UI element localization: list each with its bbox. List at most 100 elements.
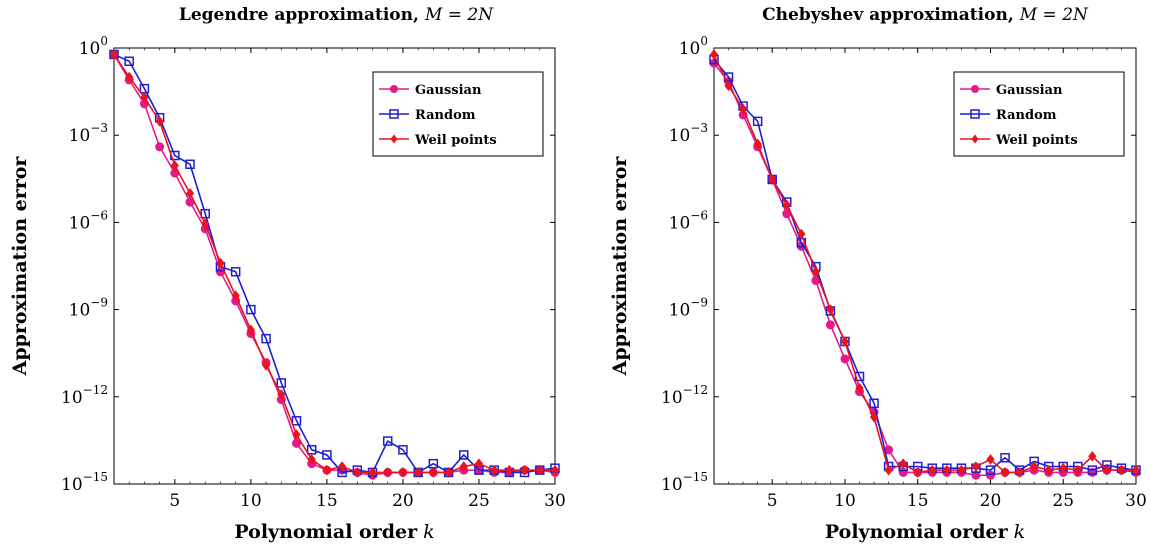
x-tick-label: 5 [169,491,180,511]
data-point [869,398,879,408]
y-tick-base: 10 [61,388,83,408]
x-axis-label-math: k [423,521,435,543]
y-tick-base: 10 [661,475,683,495]
data-point [855,382,864,394]
data-point [306,445,317,455]
data-point [869,411,879,423]
data-point [337,461,347,472]
y-tick-label: 10−6 [669,208,708,233]
data-point [398,445,408,455]
y-tick-exponent: 0 [700,34,708,48]
y-tick-exponent: −6 [690,208,708,222]
y-tick-exponent: −9 [690,296,708,310]
y-tick-exponent: −9 [90,296,108,310]
data-point [505,464,514,476]
chart-panel-1: Legendre approximation, M = 2N 5 10 15 20 25 30… [9,5,566,543]
data-point [246,304,256,315]
legend-item: Random [960,108,1057,123]
y-tick-exponent: −15 [83,470,108,484]
legend-item: Weil points [379,133,497,148]
chart-title: Legendre approximation, M = 2N [179,5,494,25]
data-point [125,71,134,83]
data-point [1000,453,1010,463]
data-point [768,174,777,185]
data-point [490,464,499,476]
data-point [398,467,408,478]
y-axis-label: Approximation error [9,156,31,377]
y-tick-exponent: −12 [83,383,108,397]
y-tick-base: 10 [61,475,83,495]
legend-item: Random [379,108,476,123]
data-point [1000,467,1010,478]
y-tick-label: 10−3 [669,121,708,146]
x-tick-label: 30 [1125,491,1147,511]
data-point [429,467,438,478]
data-point [140,92,149,103]
chart-title-math: M = 2N [424,5,494,25]
legend-item: Gaussian [379,83,482,98]
data-point [928,464,937,476]
data-point [1102,464,1112,476]
data-point [474,458,484,469]
data-point [216,257,225,269]
data-point [899,458,908,469]
legend-marker [390,134,398,144]
series-line [113,53,556,474]
x-tick-label: 10 [834,491,856,511]
data-point [884,464,893,476]
data-point [520,464,529,476]
legend-marker [390,85,398,93]
data-point [840,354,850,364]
x-axis-label: Polynomial order k [234,521,434,543]
x-tick-label: 5 [767,491,778,511]
data-point [709,49,719,60]
y-tick-base: 10 [679,39,701,59]
data-point [307,454,316,465]
data-point [322,450,332,460]
data-point [231,290,240,302]
data-point [811,266,820,278]
data-point [942,464,951,476]
data-point [797,228,806,240]
data-point [291,415,302,426]
legend-label: Weil points [414,133,497,148]
data-point [201,218,210,230]
series-weil-points [709,49,1141,478]
data-point [825,320,835,330]
legend-label: Weil points [995,133,1078,148]
data-point [459,461,468,472]
y-tick-base: 10 [669,301,691,321]
chart-title-text: Legendre approximation, [179,5,419,25]
y-tick-base: 10 [669,213,691,233]
data-point [261,333,271,344]
chart-title-text: Chebyshev approximation, [762,5,1014,25]
y-tick-label: 10−9 [69,296,108,321]
data-point [724,80,733,92]
data-point [414,467,423,478]
data-point [752,116,763,127]
data-point [913,467,922,478]
y-tick-label: 100 [679,34,708,59]
chart-panel-2: Chebyshev approximation, M = 2N 5 10 15 20 25 3… [609,5,1147,543]
data-point [1059,462,1068,474]
x-tick-label: 20 [980,491,1002,511]
data-point [826,304,835,315]
data-point [200,208,210,219]
data-point [185,159,195,170]
y-tick-label: 10−3 [69,121,108,146]
data-point [1117,464,1126,476]
x-tick-label: 10 [240,491,262,511]
data-point [459,450,469,460]
x-axis-label: Polynomial order k [825,521,1025,543]
data-point [1087,465,1098,475]
data-point [1088,450,1097,462]
y-tick-base: 10 [69,126,91,146]
x-tick-label: 25 [468,491,490,511]
data-point [382,436,393,446]
data-point [986,454,995,465]
y-tick-label: 10−12 [661,383,708,408]
data-point [957,464,966,476]
data-point [292,429,301,440]
y-tick-exponent: 0 [100,34,108,48]
